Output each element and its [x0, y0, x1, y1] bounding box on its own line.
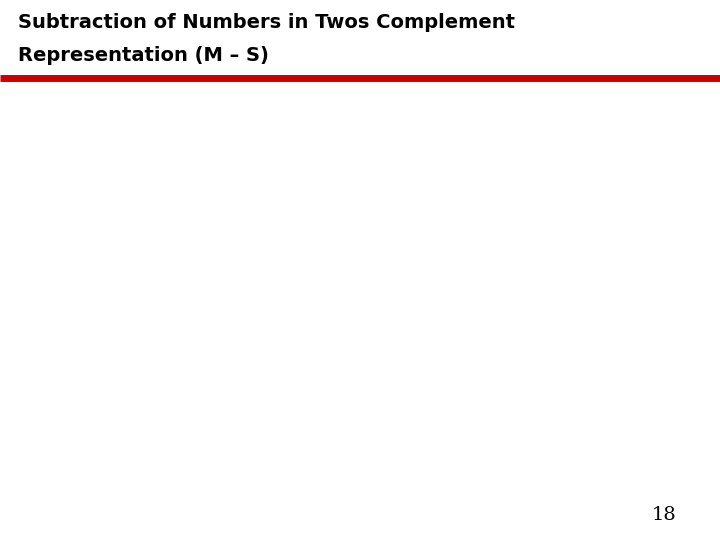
Text: Subtraction of Numbers in Twos Complement: Subtraction of Numbers in Twos Complemen…	[18, 14, 515, 32]
Text: Representation (M – S): Representation (M – S)	[18, 46, 269, 65]
Text: 18: 18	[652, 506, 677, 524]
